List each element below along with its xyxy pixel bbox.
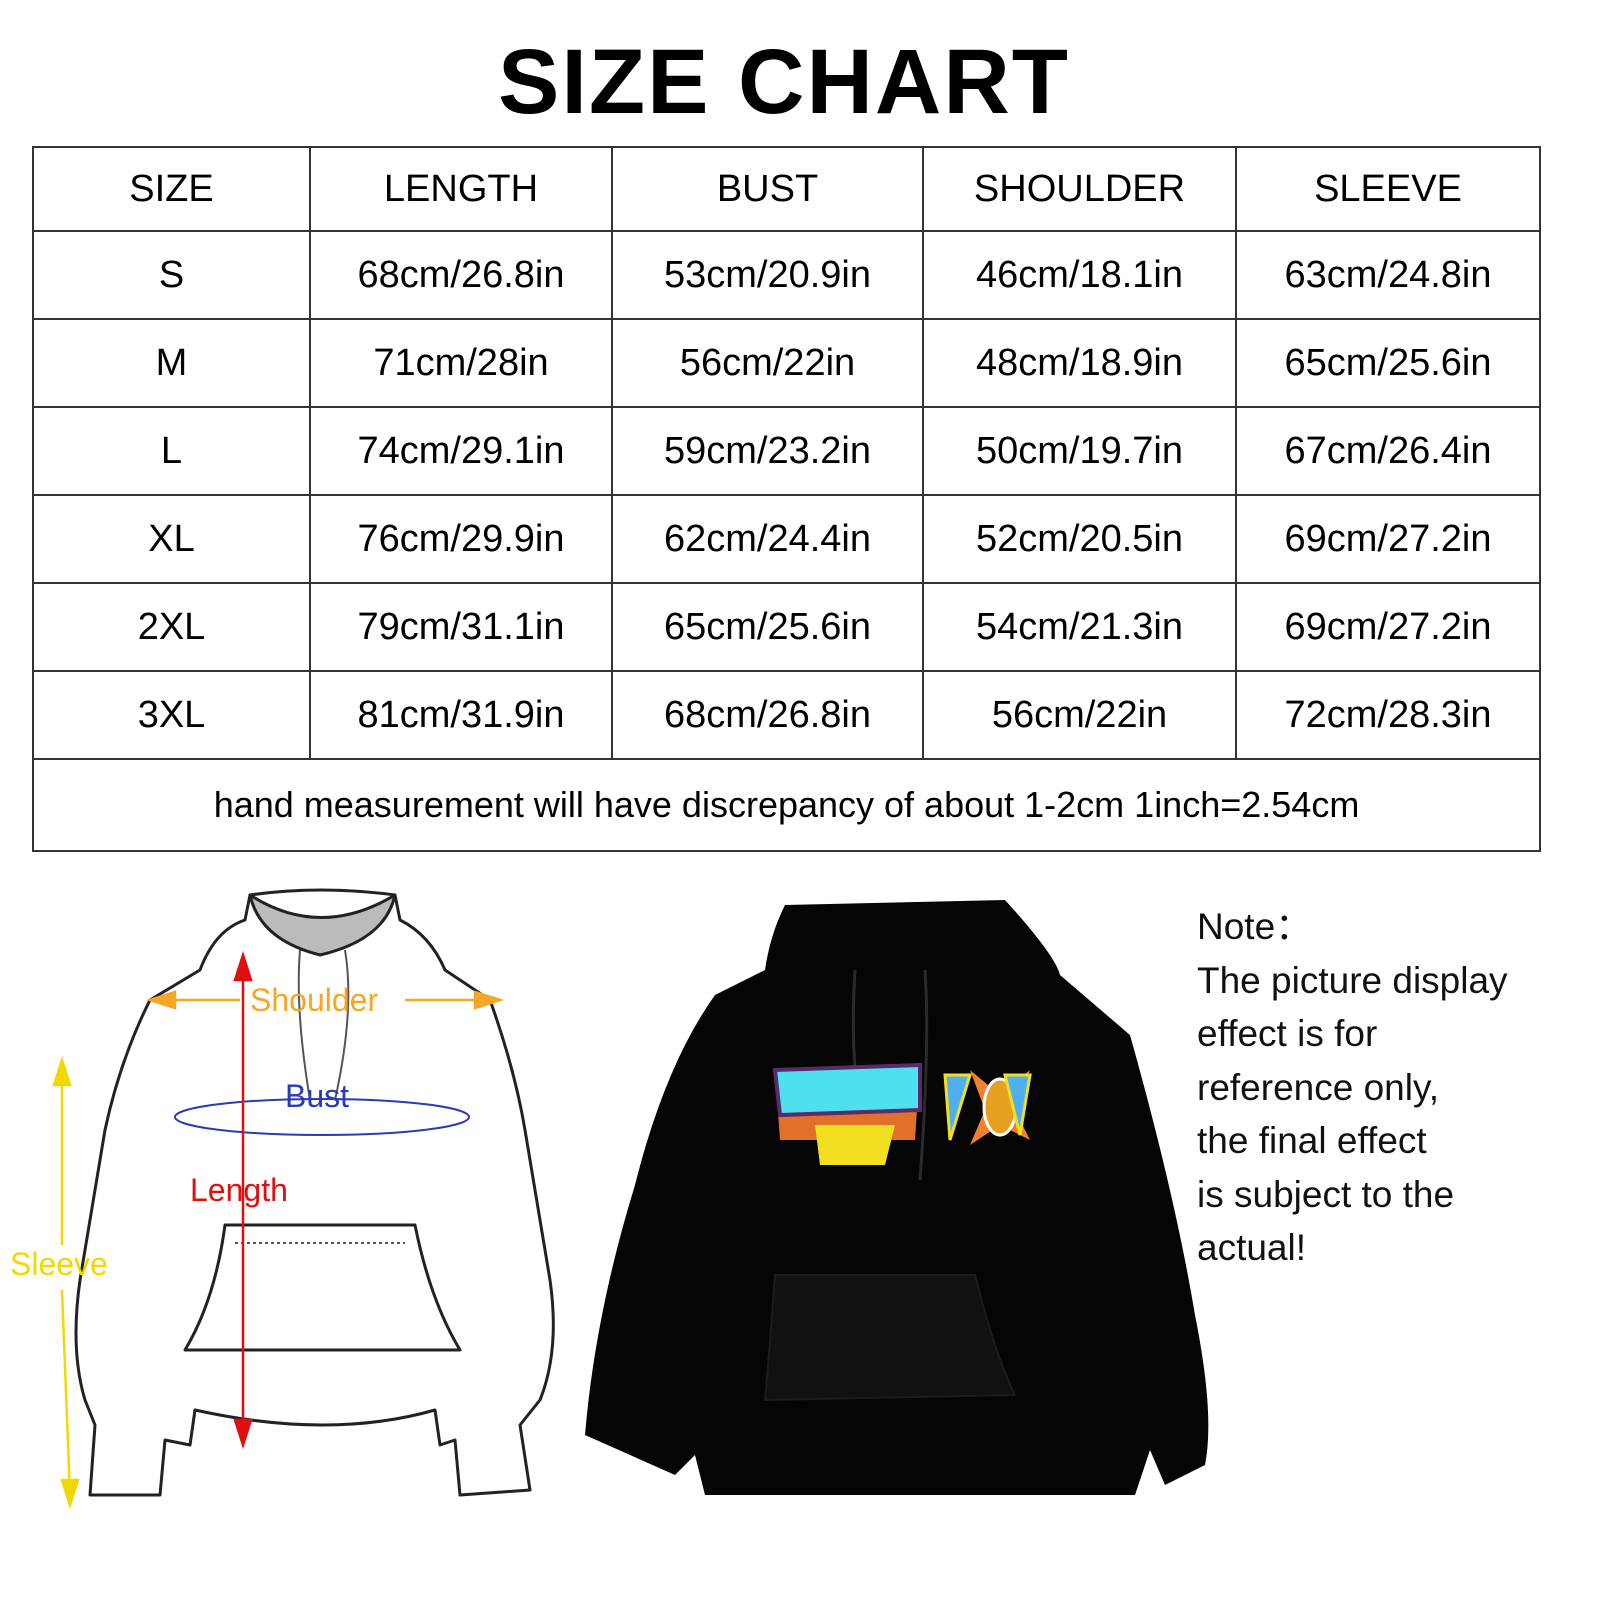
measurement-cell: 63cm/24.8in [1235,230,1541,320]
size-cell: L [32,406,311,496]
graphic-logo [772,1062,1032,1165]
shoulder-label: Shoulder [250,982,379,1018]
size-cell: M [32,318,311,408]
footnote: hand measurement will have discrepancy o… [32,758,1541,852]
length-arrow [233,950,253,1450]
column-header: SLEEVE [1235,146,1541,232]
size-cell: 3XL [32,670,311,760]
bust-label: Bust [285,1078,350,1114]
sleeve-arrow [52,1055,80,1510]
column-header: SIZE [32,146,311,232]
measurement-cell: 59cm/23.2in [611,406,924,496]
product-hoodie-image [585,900,1209,1495]
shoulder-arrow [145,990,505,1010]
table-row: 2XL 79cm/31.1in 65cm/25.6in 54cm/21.3in 69cm… [32,582,1541,672]
measurement-cell: 79cm/31.1in [309,582,613,672]
measurement-cell: 54cm/21.3in [922,582,1237,672]
page-title: SIZE CHART [498,31,1070,133]
measurement-cell: 56cm/22in [922,670,1237,760]
measurement-cell: 50cm/19.7in [922,406,1237,496]
table-row: XL 76cm/29.9in 62cm/24.4in 52cm/20.5in 69cm/… [32,494,1541,584]
table-row: M 71cm/28in 56cm/22in 48cm/18.9in 65cm/25.6i… [32,318,1541,408]
length-label: Length [190,1172,288,1208]
size-table: SIZE LENGTH BUST SHOULDER SLEEVE S 68cm/26.8i… [32,146,1541,852]
note-line: actual! [1197,1227,1307,1268]
footnote-row: hand measurement will have discrepancy o… [32,758,1541,852]
measurement-cell: 46cm/18.1in [922,230,1237,320]
note-heading: Note： [1197,906,1313,947]
bust-ellipse [174,1098,470,1136]
size-cell: 2XL [32,582,311,672]
measurement-cell: 65cm/25.6in [611,582,924,672]
column-header: BUST [611,146,924,232]
note-block: Note： The picture display effect is for re… [1197,900,1508,1275]
measurement-cell: 72cm/28.3in [1235,670,1541,760]
measurement-cell: 69cm/27.2in [1235,582,1541,672]
note-line: effect is for [1197,1013,1378,1054]
table-header-row: SIZE LENGTH BUST SHOULDER SLEEVE [32,146,1541,232]
table-row: S 68cm/26.8in 53cm/20.9in 46cm/18.1in 63cm/2… [32,230,1541,320]
measurement-cell: 67cm/26.4in [1235,406,1541,496]
measurement-cell: 69cm/27.2in [1235,494,1541,584]
measurement-cell: 74cm/29.1in [309,406,613,496]
measurement-cell: 56cm/22in [611,318,924,408]
measurement-cell: 68cm/26.8in [309,230,613,320]
measurement-cell: 65cm/25.6in [1235,318,1541,408]
size-cell: S [32,230,311,320]
measurement-cell: 68cm/26.8in [611,670,924,760]
measurement-cell: 76cm/29.9in [309,494,613,584]
size-cell: XL [32,494,311,584]
table-row: 3XL 81cm/31.9in 68cm/26.8in 56cm/22in 72cm/2… [32,670,1541,760]
measurement-cell: 52cm/20.5in [922,494,1237,584]
measurement-cell: 71cm/28in [309,318,613,408]
measurement-cell: 62cm/24.4in [611,494,924,584]
note-line: the final effect [1197,1120,1427,1161]
measurement-cell: 48cm/18.9in [922,318,1237,408]
note-line: The picture display [1197,959,1508,1001]
measurement-cell: 53cm/20.9in [611,230,924,320]
note-line: is subject to the [1197,1173,1455,1215]
column-header: SHOULDER [922,146,1237,232]
table-row: L 74cm/29.1in 59cm/23.2in 50cm/19.7in 67cm/2… [32,406,1541,496]
measurement-cell: 81cm/31.9in [309,670,613,760]
sleeve-label: Sleeve [10,1246,108,1282]
hoodie-diagram [52,888,555,1510]
column-header: LENGTH [309,146,613,232]
note-line: reference only, [1197,1066,1439,1108]
